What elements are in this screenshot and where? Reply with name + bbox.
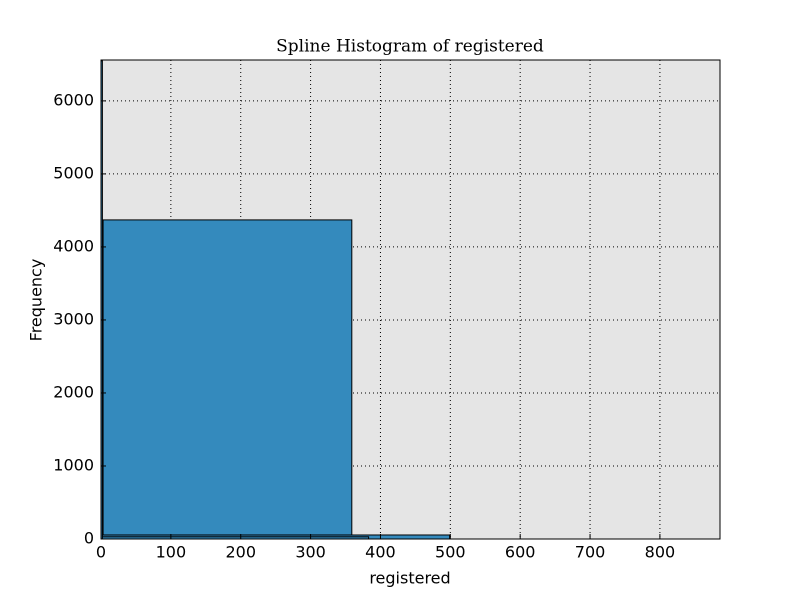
y-tick-label: 0 [84,529,94,548]
y-tick-label: 1000 [53,455,94,474]
y-axis-label: Frequency [27,259,46,342]
x-tick-label: 600 [505,543,536,562]
x-tick-label: 800 [645,543,676,562]
chart-title: Spline Histogram of registered [276,37,544,57]
x-tick-label: 100 [156,543,187,562]
y-tick-label: 4000 [53,236,94,255]
y-tick-label: 6000 [53,90,94,109]
plot-frame [100,59,721,540]
x-tick-label: 200 [225,543,256,562]
y-tick-label: 2000 [53,382,94,401]
x-tick-label: 700 [575,543,606,562]
x-axis-label: registered [369,569,450,588]
bar [102,219,353,540]
x-tick-label: 0 [96,543,106,562]
x-tick-label: 500 [435,543,466,562]
x-tick-label: 300 [295,543,326,562]
x-tick-label: 400 [365,543,396,562]
y-tick-label: 3000 [53,309,94,328]
y-tick-label: 5000 [53,163,94,182]
